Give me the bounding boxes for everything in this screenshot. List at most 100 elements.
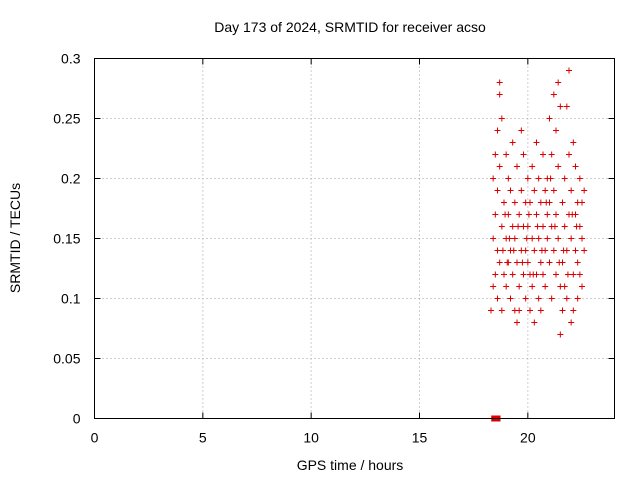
data-point (579, 199, 585, 206)
data-point (546, 115, 553, 122)
data-point (568, 235, 575, 242)
data-point (511, 199, 518, 206)
data-point (555, 235, 562, 242)
data-point (494, 187, 501, 194)
data-point (531, 319, 538, 326)
data-point (557, 103, 564, 110)
data-point (515, 223, 522, 230)
data-point (543, 199, 550, 206)
data-point (525, 211, 532, 218)
data-point (529, 283, 536, 290)
data-point (490, 175, 497, 182)
x-tick-label: 10 (303, 430, 319, 446)
data-point (514, 319, 520, 326)
data-point (523, 235, 530, 242)
data-point (542, 283, 549, 290)
x-tick-label: 20 (520, 430, 536, 446)
data-point (548, 295, 555, 302)
data-point (506, 235, 513, 242)
data-point (550, 247, 557, 254)
data-point (509, 271, 516, 278)
data-point (496, 79, 503, 86)
data-point (537, 307, 544, 314)
data-point (509, 223, 516, 230)
data-point (570, 307, 577, 314)
data-point (507, 187, 514, 194)
data-point (524, 223, 531, 230)
data-point (542, 187, 549, 194)
data-point (550, 91, 557, 98)
x-tick-label: 5 (199, 430, 207, 446)
data-point (502, 211, 509, 218)
data-point (514, 259, 520, 266)
x-tick-label: 0 (91, 430, 99, 446)
data-point (574, 295, 581, 302)
data-point (537, 199, 544, 206)
data-point (516, 307, 523, 314)
data-point (574, 259, 581, 266)
data-point (559, 307, 566, 314)
data-point (544, 211, 551, 218)
data-point (499, 247, 506, 254)
data-point (553, 211, 559, 218)
chart-title: Day 173 of 2024, SRMTID for receiver acs… (214, 19, 486, 35)
data-point (537, 259, 544, 266)
data-point (572, 247, 579, 254)
data-point (520, 151, 527, 158)
data-point (498, 307, 505, 314)
data-point (566, 67, 572, 74)
data-point (520, 271, 527, 278)
y-tick-label: 0.1 (61, 291, 81, 307)
data-point (524, 175, 531, 182)
data-point (579, 283, 585, 290)
data-point (498, 223, 505, 230)
data-point (570, 139, 577, 146)
data-point (556, 259, 563, 266)
data-point (547, 175, 554, 182)
data-point (519, 259, 526, 266)
data-point (568, 319, 575, 326)
data-point (492, 211, 499, 218)
data-point (533, 139, 540, 146)
data-point (498, 115, 505, 122)
data-point (564, 271, 571, 278)
data-point (530, 271, 537, 278)
data-point (570, 271, 577, 278)
data-point (504, 259, 511, 266)
data-point (527, 199, 533, 206)
data-point (527, 307, 533, 314)
y-axis-label: SRMTID / TECUs (7, 183, 23, 293)
data-point (516, 283, 523, 290)
data-point (563, 295, 570, 302)
data-point (538, 247, 545, 254)
data-point (501, 271, 507, 278)
data-point (548, 151, 555, 158)
data-point (561, 175, 568, 182)
data-point (576, 271, 583, 278)
data-point (561, 283, 568, 290)
data-point (561, 223, 568, 230)
data-point (496, 91, 503, 98)
data-point (535, 295, 542, 302)
data-point (563, 103, 570, 110)
data-point (501, 199, 507, 206)
x-axis-label: GPS time / hours (297, 457, 404, 473)
data-point (529, 235, 536, 242)
y-tick-label: 0 (73, 411, 81, 427)
data-point (524, 259, 531, 266)
data-point (573, 223, 580, 230)
data-point (490, 283, 497, 290)
data-point (576, 175, 583, 182)
data-point (492, 271, 499, 278)
data-point (544, 235, 551, 242)
data-point (581, 247, 588, 254)
data-point (494, 295, 501, 302)
data-point (507, 295, 514, 302)
data-point (540, 151, 546, 158)
data-point (492, 151, 499, 158)
x-tick-label: 15 (412, 430, 428, 446)
data-point (522, 295, 529, 302)
data-point (581, 187, 588, 194)
data-point (569, 211, 576, 218)
